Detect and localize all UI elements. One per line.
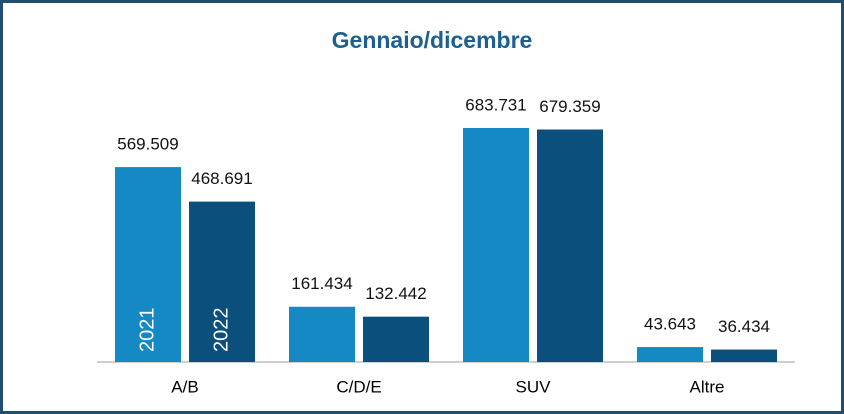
data-label: 468.691 <box>191 169 252 188</box>
bar <box>637 347 703 362</box>
bar <box>289 306 355 362</box>
bar <box>189 201 255 362</box>
x-tick-label: A/B <box>171 377 198 396</box>
x-tick-label: SUV <box>516 377 552 396</box>
data-label: 43.643 <box>644 315 696 334</box>
x-tick-label: C/D/E <box>336 377 381 396</box>
bar <box>537 129 603 362</box>
bar <box>463 128 529 362</box>
legend-label: 2021 <box>136 308 158 353</box>
data-label: 569.509 <box>117 135 178 154</box>
chart-title: Gennaio/dicembre <box>332 27 533 53</box>
data-label: 132.442 <box>365 284 426 303</box>
data-label: 683.731 <box>465 95 526 114</box>
bar <box>115 167 181 362</box>
legend-label: 2022 <box>210 308 232 353</box>
data-label: 36.434 <box>718 317 770 336</box>
data-label: 161.434 <box>291 274 352 293</box>
bar <box>711 349 777 362</box>
bar <box>363 316 429 362</box>
data-label: 679.359 <box>539 97 600 116</box>
x-tick-label: Altre <box>690 377 725 396</box>
